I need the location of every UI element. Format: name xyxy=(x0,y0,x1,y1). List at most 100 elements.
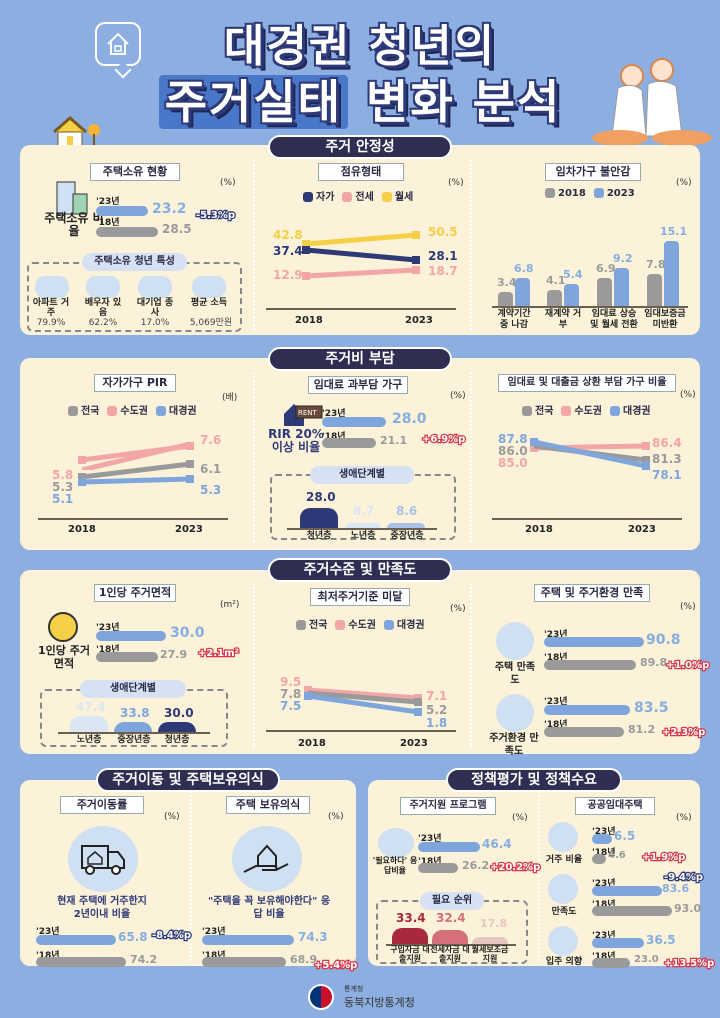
support-hands-icon xyxy=(378,828,414,858)
value-2023: 46.4 xyxy=(482,837,512,851)
year-label: '18년 xyxy=(202,951,226,961)
delta-badge: +2.3%p xyxy=(661,726,707,740)
value-2023: 23.2 xyxy=(152,201,187,217)
x-tick: 2018 xyxy=(68,524,96,535)
min-std-value: 9.5 xyxy=(280,675,302,689)
category-label: 임대보증금 미반환 xyxy=(644,309,686,330)
footer-logo xyxy=(308,984,334,1010)
unit-label: (%) xyxy=(328,812,344,822)
divider xyxy=(470,372,472,542)
bar-2023 xyxy=(664,241,679,306)
value-2018: 27.9 xyxy=(160,648,188,661)
unit-label: (%) xyxy=(220,178,236,188)
x-axis xyxy=(386,944,516,946)
subheader-pir: 자가가구 PIR xyxy=(94,374,176,392)
lifecycle-label: 청년층 xyxy=(306,531,332,541)
bar-2018 xyxy=(418,863,458,873)
satisfaction-label: 주택 만족도 xyxy=(494,662,536,686)
bar-value: 6.8 xyxy=(514,262,534,275)
rank-bar xyxy=(432,930,468,944)
bar-value: 15.1 xyxy=(660,225,688,238)
delta-badge: +1.9%p xyxy=(641,851,687,865)
divider xyxy=(470,160,472,330)
svg-text:RENT: RENT xyxy=(298,409,318,417)
bar-2018 xyxy=(544,727,624,737)
rental-group-label: 만족도 xyxy=(551,907,577,917)
repay-value: 86.0 xyxy=(498,444,528,458)
divider xyxy=(253,584,255,748)
lifecycle-value: 28.0 xyxy=(306,490,336,504)
delta-badge: +13.5%p xyxy=(663,957,716,971)
tenure-value: 42.8 xyxy=(273,228,303,242)
rental-group-label: 입주 의향 xyxy=(545,957,583,967)
x-tick: 2023 xyxy=(175,524,203,535)
rental-group-label: 거주 비율 xyxy=(545,855,583,865)
unit-label: (%) xyxy=(676,813,692,823)
footer-org-name: 동북지방통계청 xyxy=(344,996,415,1009)
year-label: '23년 xyxy=(418,834,442,844)
lifecycle-label: 노년층 xyxy=(76,735,102,745)
rank-bar xyxy=(472,937,508,944)
money-bag-icon xyxy=(192,276,226,298)
divider xyxy=(253,372,255,542)
subheader-ownership: 주택소유 현황 xyxy=(90,163,180,181)
min-std-value: 1.8 xyxy=(426,716,448,730)
min-std-value: 7.1 xyxy=(426,689,448,703)
bar-2023 xyxy=(544,705,630,715)
bar-2018 xyxy=(597,278,612,306)
min-std-value: 5.2 xyxy=(426,703,448,717)
lifecycle-bar xyxy=(114,722,152,732)
delta-badge: -9.4%p xyxy=(663,871,705,885)
rank-label: 월세보조금 지원 xyxy=(471,945,509,963)
year-label: '23년 xyxy=(592,931,616,941)
bar-2023 xyxy=(592,886,662,896)
year-label: '23년 xyxy=(592,827,616,837)
apartment-icon xyxy=(35,276,69,298)
x-axis xyxy=(266,730,456,732)
bar-2018 xyxy=(592,958,630,968)
rank-value: 32.4 xyxy=(436,911,466,925)
bar-2023 xyxy=(592,834,612,844)
category-label: 재계약 거부 xyxy=(544,309,582,330)
bar-value: 3.4 xyxy=(497,276,517,289)
x-tick: 2018 xyxy=(295,315,323,326)
pir-value: 5.8 xyxy=(52,468,74,482)
value-2018: 74.2 xyxy=(130,953,158,966)
legend-repay: 전국 수도권 대경권 xyxy=(522,402,651,417)
house-icon xyxy=(496,622,534,660)
bar-2018 xyxy=(544,660,636,670)
ownership-rate-label: 주택소유 비율 xyxy=(44,211,104,238)
bar-2018 xyxy=(547,290,562,306)
x-tick: 2023 xyxy=(400,738,428,749)
speech-bubble-house-icon xyxy=(95,22,141,66)
area-label: 1인당 주거면적 xyxy=(38,644,90,670)
value-2018: 4.6 xyxy=(608,850,626,861)
title-rest: 변화 분석 xyxy=(366,75,562,129)
lifecycle-value: 8.7 xyxy=(353,504,375,518)
bar-2023 xyxy=(96,631,166,641)
rent-house-icon: RENT xyxy=(284,404,323,426)
hand-house-icon xyxy=(232,826,302,892)
value-2018: 68.9 xyxy=(290,953,318,966)
category-label: 임대료 상승 및 월세 전환 xyxy=(590,309,638,330)
year-label: '23년 xyxy=(36,927,60,937)
section-header-stability: 주거 안정성 xyxy=(268,135,452,159)
unit-label: (%) xyxy=(164,812,180,822)
value-2023: 65.8 xyxy=(118,930,148,944)
x-axis xyxy=(58,732,210,734)
x-tick: 2023 xyxy=(405,315,433,326)
rank-value: 17.8 xyxy=(480,917,508,930)
value-2023: 28.0 xyxy=(392,411,427,427)
support-label: '필요하다' 응답비율 xyxy=(372,856,418,875)
min-std-value: 7.5 xyxy=(280,699,302,713)
year-label: '18년 xyxy=(544,653,568,663)
rank-label: 전세자금 대출지원 xyxy=(430,945,470,963)
unit-label: (%) xyxy=(450,604,466,614)
value-2018: 26.2 xyxy=(462,859,490,872)
house-illustration-icon xyxy=(53,116,100,147)
legend-renter-anxiety: 2018 2023 xyxy=(545,188,635,199)
unit-label: (%) xyxy=(450,391,466,401)
value-2023: 36.5 xyxy=(646,933,676,947)
repay-value: 85.0 xyxy=(498,456,528,470)
bar-value: 4.1 xyxy=(546,274,566,287)
